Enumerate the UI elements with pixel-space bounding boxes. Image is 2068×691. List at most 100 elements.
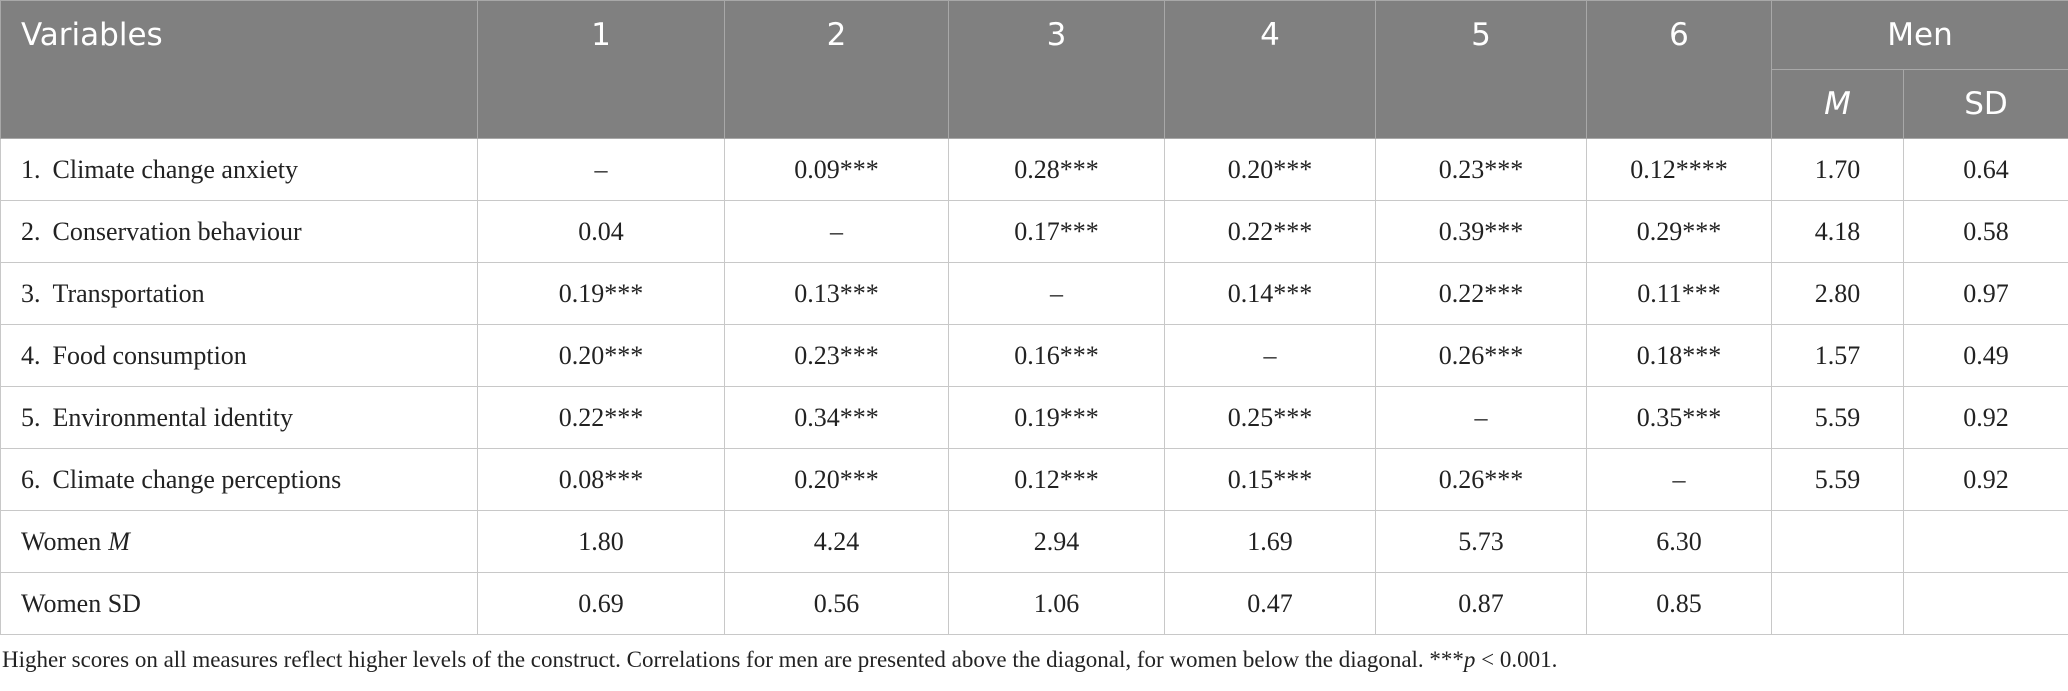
table-cell: 0.34***	[724, 386, 949, 449]
row-name: Environmental identity	[52, 402, 293, 432]
table-cell: 0.08***	[477, 448, 725, 511]
table-cell	[1771, 510, 1904, 573]
table-cell: 1.69	[1164, 510, 1376, 573]
header-cell: Variables	[0, 0, 478, 139]
row-label: Women SD	[0, 572, 478, 635]
table-cell: 2.80	[1771, 262, 1904, 325]
table-header: Variables 1 2 3 4 5 6 Men M SD	[0, 0, 2068, 139]
row-name: Conservation behaviour	[52, 216, 302, 246]
header-cell: Men	[1771, 0, 2068, 70]
table-cell: –	[1375, 386, 1587, 449]
table-cell: 0.92	[1903, 448, 2068, 511]
row-number: 1.	[21, 154, 41, 184]
table-cell: 0.13***	[724, 262, 949, 325]
table-cell: 0.23***	[724, 324, 949, 387]
table-row: 6. Climate change perceptions 0.08*** 0.20*…	[0, 448, 2068, 511]
table-cell: 0.12****	[1586, 138, 1772, 201]
table-row: 3. Transportation 0.19*** 0.13*** –0.14*** 0.…	[0, 262, 2068, 325]
header-cell: M	[1771, 69, 1904, 139]
table-cell: 0.22***	[1375, 262, 1587, 325]
row-name: Women SD	[21, 588, 141, 618]
table-cell: 1.06	[948, 572, 1165, 635]
table-cell: 5.59	[1771, 448, 1904, 511]
table-cell: 0.20***	[1164, 138, 1376, 201]
table-cell: 0.15***	[1164, 448, 1376, 511]
row-number: 2.	[21, 216, 41, 246]
table-row: 4. Food consumption 0.20*** 0.23*** 0.16*** –…	[0, 324, 2068, 387]
table-cell: 0.26***	[1375, 324, 1587, 387]
table-cell: 0.19***	[948, 386, 1165, 449]
table-cell: 0.28***	[948, 138, 1165, 201]
table-cell: 4.18	[1771, 200, 1904, 263]
table-cell: 0.56	[724, 572, 949, 635]
table-cell: 2.94	[948, 510, 1165, 573]
table-cell: 0.19***	[477, 262, 725, 325]
header-cell: 2	[724, 0, 949, 139]
table-body: 1. Climate change anxiety –0.09*** 0.28*** 0…	[0, 138, 2068, 635]
row-name: Food consumption	[52, 340, 247, 370]
table-cell: 0.04	[477, 200, 725, 263]
table-cell: 0.64	[1903, 138, 2068, 201]
table-cell: 0.12***	[948, 448, 1165, 511]
table-cell: –	[1586, 448, 1772, 511]
table-cell: –	[1164, 324, 1376, 387]
table-cell: 0.23***	[1375, 138, 1587, 201]
table-row: Women SD 0.69 0.56 1.06 0.47 0.87 0.85	[0, 572, 2068, 635]
table-cell: 0.69	[477, 572, 725, 635]
table-cell	[1771, 572, 1904, 635]
table-cell: 0.97	[1903, 262, 2068, 325]
table-cell: 5.73	[1375, 510, 1587, 573]
footnote-text: p	[1463, 647, 1476, 672]
table-cell: 0.49	[1903, 324, 2068, 387]
table-cell: –	[724, 200, 949, 263]
row-name: Climate change perceptions	[52, 464, 342, 494]
table-row: 5. Environmental identity 0.22*** 0.34*** 0.…	[0, 386, 2068, 449]
row-name: Climate change anxiety	[52, 154, 298, 184]
row-name: Transportation	[52, 278, 205, 308]
table-cell: 0.85	[1586, 572, 1772, 635]
table-cell: 5.59	[1771, 386, 1904, 449]
table-cell: 0.92	[1903, 386, 2068, 449]
table-cell: 0.11***	[1586, 262, 1772, 325]
row-number: 6.	[21, 464, 41, 494]
table-cell: 4.24	[724, 510, 949, 573]
correlation-table: Variables 1 2 3 4 5 6 Men M SD 1. Climate…	[0, 0, 2068, 635]
footnote: Higher scores on all measures reflect hi…	[2, 647, 2068, 673]
table-row: 2. Conservation behaviour 0.04–0.17*** 0.22…	[0, 200, 2068, 263]
table-cell: 0.20***	[477, 324, 725, 387]
table-row: 1. Climate change anxiety –0.09*** 0.28*** 0…	[0, 138, 2068, 201]
footnote-text: Higher scores on all measures reflect hi…	[2, 647, 1464, 672]
header-cell: SD	[1903, 69, 2068, 139]
table-cell: 6.30	[1586, 510, 1772, 573]
row-label: 4. Food consumption	[0, 324, 478, 387]
table-cell: 1.80	[477, 510, 725, 573]
table-cell: 0.58	[1903, 200, 2068, 263]
row-name: M	[108, 526, 130, 556]
header-cell: 6	[1586, 0, 1772, 139]
table-cell: 0.39***	[1375, 200, 1587, 263]
table-row: Women M 1.80 4.24 2.94 1.69 5.73 6.30	[0, 510, 2068, 573]
table-cell: 0.22***	[477, 386, 725, 449]
table-cell	[1903, 510, 2068, 573]
table-cell: 1.70	[1771, 138, 1904, 201]
table-cell: –	[948, 262, 1165, 325]
row-label: Women M	[0, 510, 478, 573]
row-label: 3. Transportation	[0, 262, 478, 325]
header-cell: 5	[1375, 0, 1587, 139]
table-cell: 0.22***	[1164, 200, 1376, 263]
table-cell	[1903, 572, 2068, 635]
table-cell: 0.17***	[948, 200, 1165, 263]
table-cell: 0.16***	[948, 324, 1165, 387]
table-cell: 0.35***	[1586, 386, 1772, 449]
table-cell: 0.87	[1375, 572, 1587, 635]
row-label: 6. Climate change perceptions	[0, 448, 478, 511]
header-cell: 1	[477, 0, 725, 139]
table-cell: 1.57	[1771, 324, 1904, 387]
table-cell: 0.14***	[1164, 262, 1376, 325]
table-cell: –	[477, 138, 725, 201]
table-cell: 0.29***	[1586, 200, 1772, 263]
table-cell: 0.09***	[724, 138, 949, 201]
row-label: 2. Conservation behaviour	[0, 200, 478, 263]
footnote-text: < 0.001.	[1475, 647, 1558, 672]
